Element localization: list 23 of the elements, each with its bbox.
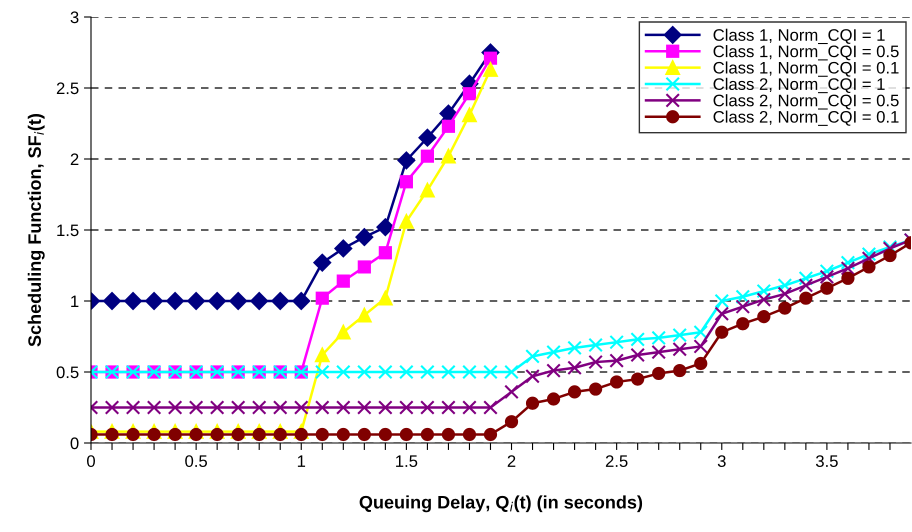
y-tick-label: 0.5 [56,366,78,378]
y-tick-label: 2.5 [56,82,78,94]
legend-label: Class 2, Norm_CQI = 1 [714,78,885,94]
y-tick-label: 1.5 [57,224,78,236]
x-tick-label: 3.5 [816,455,838,468]
x-tick-label: 2.5 [606,455,628,468]
x-tick-label: 3 [718,455,726,468]
y-tick-label: 3 [70,11,78,24]
y-tick-label: 1 [71,296,78,308]
legend-label: Class 1, Norm_CQI = 1 [714,28,885,44]
legend-label: Class 2, Norm_CQI = 0.5 [714,94,899,110]
legend-label: Class 1, Norm_CQI = 0.5 [714,45,899,60]
legend-label: Class 1, Norm_CQI = 0.1 [714,61,899,77]
y-axis-title: Scheduling Function, SF$_{i}$(t) [28,114,45,346]
x-tick-label: 1.5 [396,455,418,468]
x-tick-label: 0.5 [185,455,208,468]
legend-label: Class 2, Norm_CQI = 0.1 [714,110,899,126]
x-tick-label: 1 [298,455,306,467]
x-axis-title: Queuing Delay, Q$_{i}$(t) (in seconds) [360,495,642,512]
x-tick-label: 2 [508,455,516,467]
y-tick-label: 2 [70,153,78,166]
y-tick-label: 0 [70,437,79,450]
x-tick-label: 0 [87,455,95,468]
